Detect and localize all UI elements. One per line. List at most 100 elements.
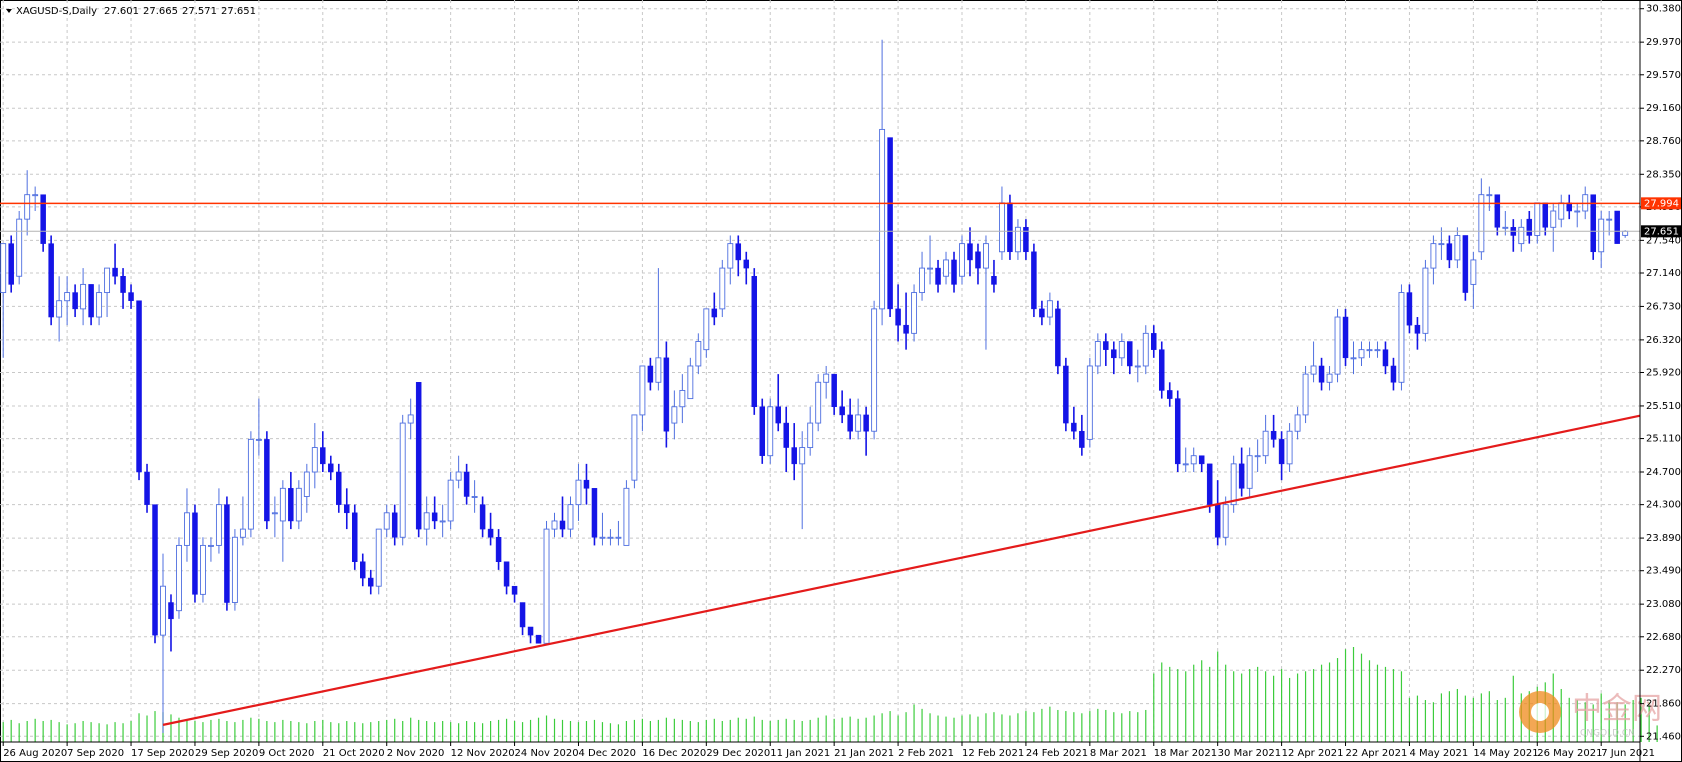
- candle-body: [1142, 332, 1149, 367]
- candle-body: [679, 389, 686, 408]
- x-tick-label: 22 Apr 2021: [1346, 748, 1408, 759]
- candle-body: [1358, 349, 1365, 359]
- header-arrow: [6, 9, 12, 13]
- candle-body: [871, 308, 878, 432]
- x-tick-label: 29 Dec 2020: [706, 748, 770, 759]
- axes: 30.380 29.970 29.570 29.160 28.760 28.350 27.9…: [2, 4, 1681, 759]
- candle-body: [887, 137, 893, 310]
- candle-body: [360, 561, 366, 579]
- current-price-box: [1641, 225, 1681, 238]
- x-tick-label: 30 Mar 2021: [1218, 748, 1281, 759]
- header-open: 27.601: [104, 6, 139, 17]
- candle-body: [847, 414, 853, 432]
- candle-body: [279, 487, 286, 522]
- candle-body: [831, 373, 837, 408]
- symbol-title: XAGUSD-S,Daily: [16, 6, 97, 17]
- candle-body: [1071, 422, 1077, 432]
- candle-body: [1318, 365, 1325, 383]
- y-tick-label: 25.920: [1646, 368, 1681, 379]
- x-tick-label: 12 Feb 2021: [962, 748, 1024, 759]
- candle-body: [136, 300, 142, 473]
- candle-body: [1103, 341, 1109, 350]
- y-tick-label: 27.540: [1646, 235, 1681, 246]
- candle-body: [607, 536, 614, 539]
- candle-body: [56, 300, 63, 318]
- x-tick-label: 4 Dec 2020: [578, 748, 636, 759]
- y-tick-label: 22.270: [1646, 665, 1681, 676]
- candle-body: [447, 479, 454, 522]
- candle-body: [1542, 202, 1549, 228]
- candle-body: [1206, 463, 1213, 505]
- candle-body: [1382, 349, 1389, 367]
- candle-body: [1079, 430, 1085, 448]
- y-tick-label: 25.510: [1646, 401, 1681, 412]
- candle-body: [288, 488, 294, 522]
- candle-body: [687, 365, 694, 400]
- candle-body: [1598, 218, 1605, 253]
- candle-body: [64, 292, 71, 302]
- x-tick-label: 26 May 2021: [1537, 748, 1602, 759]
- header-close: 27.651: [221, 6, 256, 17]
- candle-body: [199, 544, 206, 595]
- candle-body: [727, 243, 734, 269]
- objects: [0, 202, 1641, 726]
- candle-body: [1342, 316, 1349, 359]
- candle-body: [1606, 218, 1613, 221]
- candle-body: [1470, 259, 1477, 285]
- candle-body: [1454, 235, 1461, 261]
- candle-body: [695, 341, 702, 367]
- watermark-name: 中金网: [1572, 692, 1662, 727]
- y-tick-label: 24.300: [1646, 500, 1681, 511]
- candle-body: [152, 504, 158, 636]
- x-tick-label: 26 Aug 2020: [3, 748, 67, 759]
- volume-layer: [2, 647, 1658, 742]
- candle-body: [919, 267, 925, 294]
- candle-body: [40, 194, 46, 244]
- candle-body: [519, 602, 526, 628]
- x-tick-label: 24 Feb 2021: [1026, 748, 1088, 759]
- candle-body: [1574, 210, 1581, 213]
- candle-body: [1174, 398, 1181, 465]
- candle-body: [951, 259, 957, 285]
- candle-body: [407, 414, 414, 424]
- header-high: 27.665: [143, 6, 178, 17]
- watermark-site: CNGOLD.CN: [1580, 729, 1635, 739]
- y-tick-label: 27.140: [1646, 268, 1681, 279]
- candle-body: [1302, 373, 1309, 416]
- candle-body: [415, 382, 422, 530]
- candle-body: [32, 194, 39, 197]
- x-tick-label: 2 Feb 2021: [898, 748, 954, 759]
- x-tick-label: 7 Jun 2021: [1601, 748, 1655, 759]
- candle-body: [96, 292, 103, 318]
- candle-body: [320, 447, 326, 465]
- candle-body: [1590, 194, 1596, 253]
- grid: [0, 0, 1640, 742]
- x-tick-label: 18 Mar 2021: [1154, 748, 1217, 759]
- x-tick-label: 14 May 2021: [1473, 748, 1538, 759]
- candle-body: [983, 243, 989, 269]
- candle-body: [791, 447, 797, 465]
- candle-body: [239, 528, 246, 538]
- x-tick-label: 2 Nov 2020: [387, 748, 445, 759]
- candle-body: [295, 487, 302, 522]
- candle-body: [247, 438, 254, 530]
- x-tick-label: 8 Mar 2021: [1090, 748, 1147, 759]
- candle-body: [104, 267, 111, 294]
- candle-body: [647, 365, 654, 383]
- candle-body: [903, 324, 909, 334]
- x-tick-label: 11 Jan 2021: [770, 748, 830, 759]
- candle-body: [775, 406, 781, 424]
- candle-body: [1055, 308, 1061, 367]
- candle-body: [1374, 349, 1381, 352]
- candle-body: [112, 267, 118, 277]
- candle-body: [959, 243, 965, 277]
- candle-body: [967, 243, 973, 261]
- candle-body: [511, 585, 518, 595]
- candle-body: [815, 381, 822, 424]
- candle-body: [711, 308, 718, 318]
- candle-body: [328, 463, 334, 473]
- candle-body: [24, 194, 31, 220]
- candle-body: [599, 536, 606, 539]
- candle-body: [431, 512, 438, 522]
